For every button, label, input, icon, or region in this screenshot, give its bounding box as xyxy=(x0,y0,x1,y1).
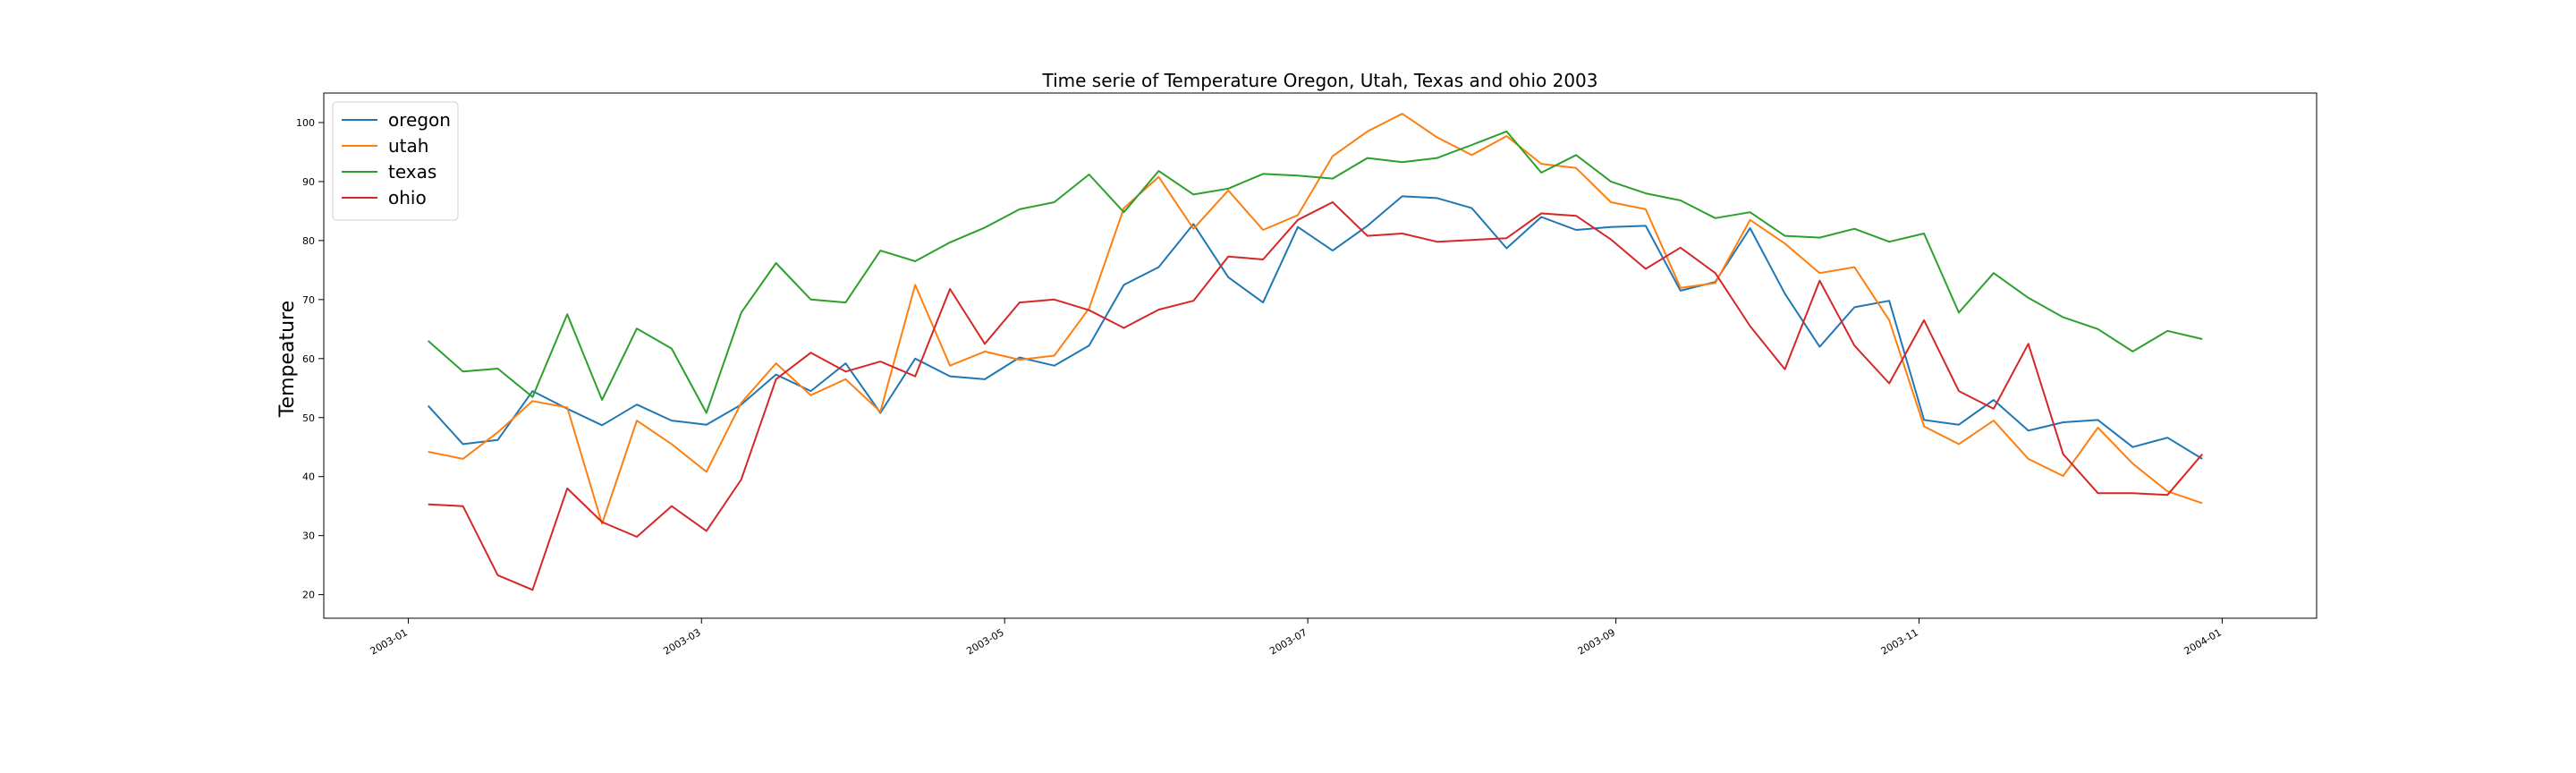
plot-area xyxy=(427,113,2203,591)
y-axis-label: Tempeature xyxy=(276,301,299,418)
series-line-utah xyxy=(428,113,2203,525)
legend-label-oregon: oregon xyxy=(388,109,451,131)
axes-frame xyxy=(323,92,2318,619)
legend-label-ohio: ohio xyxy=(388,187,427,208)
y-tick-label: 80 xyxy=(302,235,315,247)
y-tick-label: 40 xyxy=(302,471,315,483)
series-line-ohio xyxy=(428,201,2203,591)
legend-label-utah: utah xyxy=(388,135,428,157)
chart-title: Time serie of Temperature Oregon, Utah, … xyxy=(1041,70,1597,91)
y-tick-label: 70 xyxy=(302,294,315,306)
y-tick-label: 20 xyxy=(302,590,315,601)
legend-box xyxy=(332,101,459,221)
legend-label-texas: texas xyxy=(388,161,436,183)
series-line-texas xyxy=(428,130,2203,414)
y-tick-label: 30 xyxy=(302,531,315,542)
y-tick-label: 100 xyxy=(296,117,315,129)
y-tick-label: 60 xyxy=(302,353,315,365)
y-tick-label: 50 xyxy=(302,412,315,424)
series-line-oregon xyxy=(427,195,2203,460)
legend: oregon utah texas ohio xyxy=(332,101,459,221)
y-tick-label: 90 xyxy=(302,176,315,188)
